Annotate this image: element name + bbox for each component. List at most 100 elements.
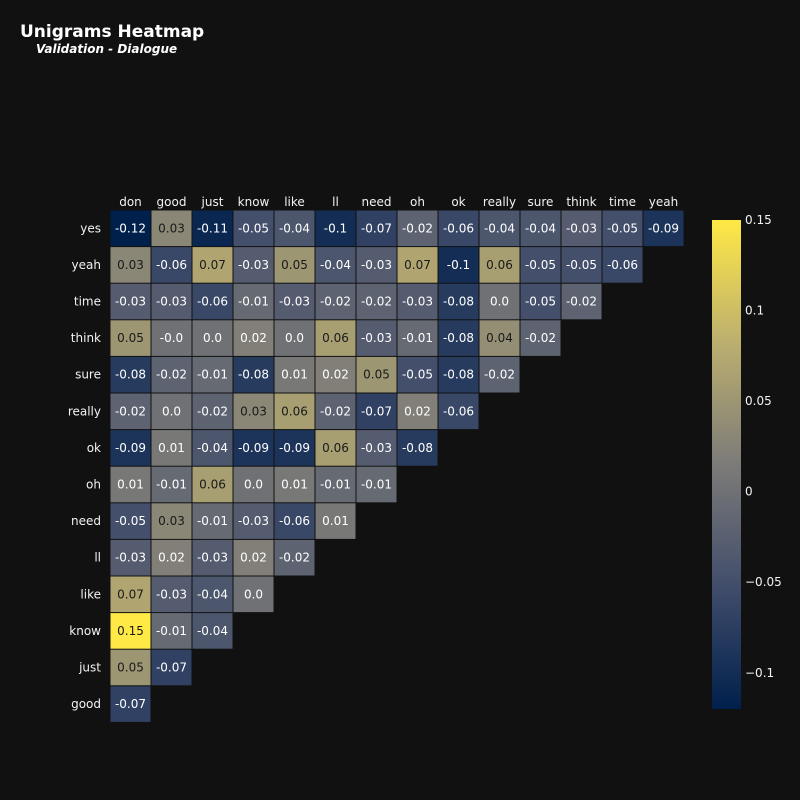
- heatmap-cell: [315, 283, 356, 320]
- cell-value-label: -0.07: [156, 661, 187, 675]
- heatmap-cell: [192, 247, 233, 283]
- cell-value-label: 0.04: [486, 331, 513, 345]
- heatmap-cell: [192, 466, 233, 503]
- y-tick-label: ll: [94, 551, 101, 565]
- cell-value-label: -0.02: [484, 368, 515, 382]
- y-tick-label: oh: [86, 478, 101, 492]
- cell-value-label: -0.07: [361, 404, 392, 418]
- heatmap-cell: [356, 247, 397, 283]
- heatmap-cell: [110, 576, 151, 613]
- heatmap-cell: [315, 393, 356, 430]
- cell-value-label: -0.01: [361, 478, 392, 492]
- y-tick-label: need: [71, 514, 101, 528]
- heatmap-cell: [110, 430, 151, 466]
- y-tick-label: sure: [75, 368, 101, 382]
- heatmap-cell: [274, 356, 315, 393]
- cell-value-label: 0.02: [240, 551, 267, 565]
- heatmap-cell: [356, 466, 397, 503]
- heatmap-cell: [397, 356, 438, 393]
- cell-value-label: 0.07: [199, 258, 226, 272]
- cell-value-label: -0.03: [361, 258, 392, 272]
- cell-value-label: -0.06: [443, 404, 474, 418]
- x-tick-label: oh: [410, 195, 425, 209]
- cell-value-label: 0.01: [281, 478, 308, 492]
- heatmap-cell: [233, 466, 274, 503]
- cell-value-label: -0.08: [238, 368, 269, 382]
- cell-value-label: 0.01: [158, 441, 185, 455]
- x-tick-label: time: [609, 195, 636, 209]
- cell-value-label: -0.02: [156, 368, 187, 382]
- cell-value-label: -0.04: [484, 221, 515, 235]
- cell-value-label: -0.01: [402, 331, 433, 345]
- cell-value-label: -0.1: [324, 221, 347, 235]
- heatmap-cell: [438, 393, 479, 430]
- cell-value-label: -0.08: [443, 295, 474, 309]
- heatmap-cell: [397, 393, 438, 430]
- cell-value-label: -0.02: [525, 331, 556, 345]
- heatmap-cell: [274, 210, 315, 247]
- cell-value-label: -0.08: [443, 368, 474, 382]
- heatmap-cell: [397, 320, 438, 356]
- heatmap-cell: [233, 283, 274, 320]
- heatmap-cell: [643, 210, 684, 247]
- heatmap-cell: [315, 320, 356, 356]
- heatmap-cell: [151, 210, 192, 247]
- cell-value-label: -0.04: [279, 221, 310, 235]
- heatmap-cell: [233, 356, 274, 393]
- cell-value-label: 0.01: [322, 514, 349, 528]
- cell-value-label: -0.03: [279, 295, 310, 309]
- x-tick-label: just: [201, 195, 224, 209]
- cell-value-label: -0.09: [115, 441, 146, 455]
- cell-value-label: -0.03: [238, 514, 269, 528]
- heatmap-cell: [110, 613, 151, 649]
- cell-value-label: -0.05: [607, 221, 638, 235]
- cell-value-label: -0.06: [279, 514, 310, 528]
- cell-value-label: 0.15: [117, 624, 144, 638]
- heatmap-cell: [110, 649, 151, 686]
- cell-value-label: -0.03: [238, 258, 269, 272]
- heatmap-cell: [561, 247, 602, 283]
- heatmap-cell: [397, 247, 438, 283]
- cell-value-label: -0.06: [197, 295, 228, 309]
- colorbar-tick-label: 0.05: [745, 394, 772, 408]
- cell-value-label: 0.02: [322, 368, 349, 382]
- heatmap-cell: [356, 430, 397, 466]
- heatmap-cell: [192, 539, 233, 576]
- heatmap-cell: [274, 466, 315, 503]
- cell-value-label: -0.04: [197, 624, 228, 638]
- heatmap-cell: [151, 576, 192, 613]
- colorbar-tick-label: −0.1: [745, 666, 774, 680]
- cell-value-label: -0.07: [115, 697, 146, 711]
- cell-value-label: 0.02: [240, 331, 267, 345]
- cell-value-label: 0.06: [322, 331, 349, 345]
- heatmap-cell: [192, 430, 233, 466]
- chart-title: Unigrams Heatmap: [20, 22, 205, 42]
- y-tick-label: time: [74, 295, 101, 309]
- cell-value-label: 0.0: [244, 587, 263, 601]
- cell-value-label: -0.05: [402, 368, 433, 382]
- cell-value-label: 0.03: [117, 258, 144, 272]
- heatmap-cell: [397, 210, 438, 247]
- heatmap-cell: [479, 320, 520, 356]
- heatmap-cell: [356, 320, 397, 356]
- cell-value-label: -0.03: [115, 295, 146, 309]
- cell-value-label: -0.03: [197, 551, 228, 565]
- heatmap-cell: [110, 356, 151, 393]
- cell-value-label: -0.05: [525, 258, 556, 272]
- heatmap-cells: -0.12 0.03 -0.11 -0.05 -0.04 -0.1 -0.07 -0.02 -0…: [110, 210, 684, 722]
- cell-value-label: -0.06: [156, 258, 187, 272]
- cell-value-label: -0.01: [156, 624, 187, 638]
- y-tick-label: good: [71, 697, 101, 711]
- heatmap-cell: [520, 320, 561, 356]
- cell-value-label: -0.09: [238, 441, 269, 455]
- y-tick-label: really: [68, 404, 101, 418]
- y-tick-label: yeah: [72, 258, 101, 272]
- y-tick-label: think: [71, 331, 101, 345]
- cell-value-label: 0.03: [158, 221, 185, 235]
- heatmap-cell: [233, 320, 274, 356]
- cell-value-label: 0.02: [404, 404, 431, 418]
- cell-value-label: -0.04: [197, 587, 228, 601]
- cell-value-label: 0.05: [117, 661, 144, 675]
- cell-value-label: -0.03: [115, 551, 146, 565]
- cell-value-label: -0.1: [447, 258, 470, 272]
